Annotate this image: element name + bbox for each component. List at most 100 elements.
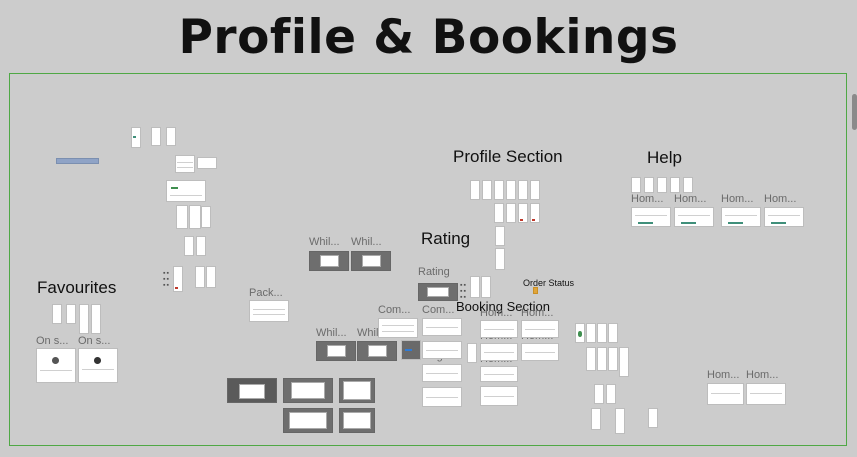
- frame-thumbnail[interactable]: [575, 323, 585, 343]
- order-status-heading: Order Status: [523, 278, 575, 288]
- status-indicator[interactable]: [533, 287, 538, 294]
- profile-frame[interactable]: [482, 180, 492, 200]
- booking-home-frame[interactable]: [521, 320, 559, 338]
- canvas-board[interactable]: [9, 73, 847, 446]
- help-home-frame[interactable]: [631, 207, 671, 227]
- pack-frame[interactable]: [249, 300, 289, 322]
- frame-thumbnail[interactable]: [66, 304, 76, 324]
- frame-thumbnail[interactable]: [619, 347, 629, 377]
- payment-frame[interactable]: [339, 408, 375, 433]
- vertical-scrollbar[interactable]: [852, 94, 857, 130]
- frame-thumbnail[interactable]: [173, 266, 183, 292]
- frame-thumbnail[interactable]: [197, 157, 217, 169]
- frame-thumbnail[interactable]: [495, 226, 505, 246]
- booking-home-frame[interactable]: [521, 343, 559, 361]
- frame-label-hom-help-1: Hom...: [631, 193, 664, 205]
- payment-frame[interactable]: [283, 378, 333, 403]
- booking-home-frame[interactable]: [480, 386, 518, 406]
- cancelled-frame[interactable]: [422, 387, 462, 407]
- help-frame[interactable]: [683, 177, 693, 193]
- frame-thumbnail[interactable]: [189, 205, 201, 229]
- com-frame[interactable]: [378, 318, 418, 338]
- frame-thumbnail[interactable]: [467, 343, 477, 363]
- frame-thumbnail[interactable]: [470, 276, 480, 298]
- frame-thumbnail[interactable]: [481, 276, 491, 298]
- help-home-frame[interactable]: [764, 207, 804, 227]
- booking-section-heading: Booking Section: [456, 299, 550, 314]
- frame-thumbnail[interactable]: [586, 347, 596, 371]
- frame-thumbnail[interactable]: [166, 127, 176, 146]
- frame-thumbnail[interactable]: [201, 206, 211, 228]
- profile-frame[interactable]: [518, 180, 528, 200]
- while-frame[interactable]: [357, 341, 397, 361]
- while-frame[interactable]: [351, 251, 391, 271]
- home-frame[interactable]: [746, 383, 786, 405]
- frame-thumbnail[interactable]: [184, 236, 194, 256]
- on-s-frame[interactable]: [78, 348, 118, 383]
- help-home-frame[interactable]: [721, 207, 761, 227]
- profile-frame[interactable]: [494, 180, 504, 200]
- booking-home-frame[interactable]: [480, 366, 518, 382]
- profile-frame[interactable]: [494, 203, 504, 223]
- profile-section-heading: Profile Section: [453, 147, 563, 166]
- profile-frame[interactable]: [530, 203, 540, 223]
- help-frame[interactable]: [657, 177, 667, 193]
- frame-thumbnail[interactable]: [586, 323, 596, 343]
- frame-thumbnail[interactable]: [597, 347, 607, 371]
- frame-thumbnail[interactable]: [52, 304, 62, 324]
- while-frame[interactable]: [316, 341, 356, 361]
- frame-thumbnail[interactable]: [615, 408, 625, 434]
- frame-label-com-1: Com...: [378, 304, 411, 316]
- frame-label-whil-2: Whil...: [351, 236, 382, 248]
- payment-frame[interactable]: [339, 378, 375, 403]
- frame-thumbnail[interactable]: [608, 347, 618, 371]
- com-frame[interactable]: [422, 318, 462, 336]
- frame-label-hom-b1: Hom...: [480, 307, 513, 319]
- frame-label-hom-help-4: Hom...: [764, 193, 797, 205]
- profile-frame[interactable]: [506, 180, 516, 200]
- frame-label-hom-r2: Hom...: [746, 369, 779, 381]
- while-frame[interactable]: [309, 251, 349, 271]
- frame-thumbnail[interactable]: [91, 304, 101, 334]
- booking-home-frame[interactable]: [480, 343, 518, 361]
- frame-thumbnail[interactable]: [594, 384, 604, 404]
- frame-thumbnail[interactable]: [131, 127, 141, 148]
- frame-thumbnail[interactable]: [176, 205, 188, 229]
- frame-thumbnail[interactable]: [175, 155, 195, 173]
- rating-section-heading: Rating: [421, 229, 471, 248]
- frame-thumbnail[interactable]: [648, 408, 658, 428]
- frame-thumbnail[interactable]: [195, 266, 205, 288]
- payment-frame[interactable]: [227, 378, 277, 403]
- image-strip[interactable]: [56, 158, 99, 164]
- frame-thumbnail[interactable]: [196, 236, 206, 256]
- help-frame[interactable]: [631, 177, 641, 193]
- frame-label-hom-help-3: Hom...: [721, 193, 754, 205]
- ongoing-frame[interactable]: [422, 364, 462, 382]
- frame-thumbnail[interactable]: [495, 248, 505, 270]
- profile-frame[interactable]: [506, 203, 516, 223]
- com-frame[interactable]: [401, 340, 421, 360]
- frame-thumbnail[interactable]: [606, 384, 616, 404]
- home-frame[interactable]: [707, 383, 744, 405]
- frame-thumbnail[interactable]: [166, 180, 206, 202]
- frame-thumbnail[interactable]: [597, 323, 607, 343]
- profile-frame[interactable]: [518, 203, 528, 223]
- profile-frame[interactable]: [530, 180, 540, 200]
- frame-thumbnail[interactable]: [608, 323, 618, 343]
- frame-thumbnail[interactable]: [206, 266, 216, 288]
- on-s-frame[interactable]: [422, 341, 462, 359]
- frame-thumbnail[interactable]: [151, 127, 161, 146]
- help-home-frame[interactable]: [674, 207, 714, 227]
- grid-dots-icon: ▪▪ ▪▪ ▪▪: [163, 270, 170, 289]
- frame-label-whil-3: Whil...: [316, 327, 347, 339]
- frame-thumbnail[interactable]: [79, 304, 89, 334]
- help-frame[interactable]: [644, 177, 654, 193]
- payment-frame[interactable]: [283, 408, 333, 433]
- booking-home-frame[interactable]: [480, 320, 518, 338]
- frame-thumbnail[interactable]: [591, 408, 601, 430]
- help-frame[interactable]: [670, 177, 680, 193]
- on-s-frame[interactable]: [36, 348, 76, 383]
- rating-frame[interactable]: [418, 283, 458, 301]
- profile-frame[interactable]: [470, 180, 480, 200]
- frame-label-hom-r1: Hom...: [707, 369, 740, 381]
